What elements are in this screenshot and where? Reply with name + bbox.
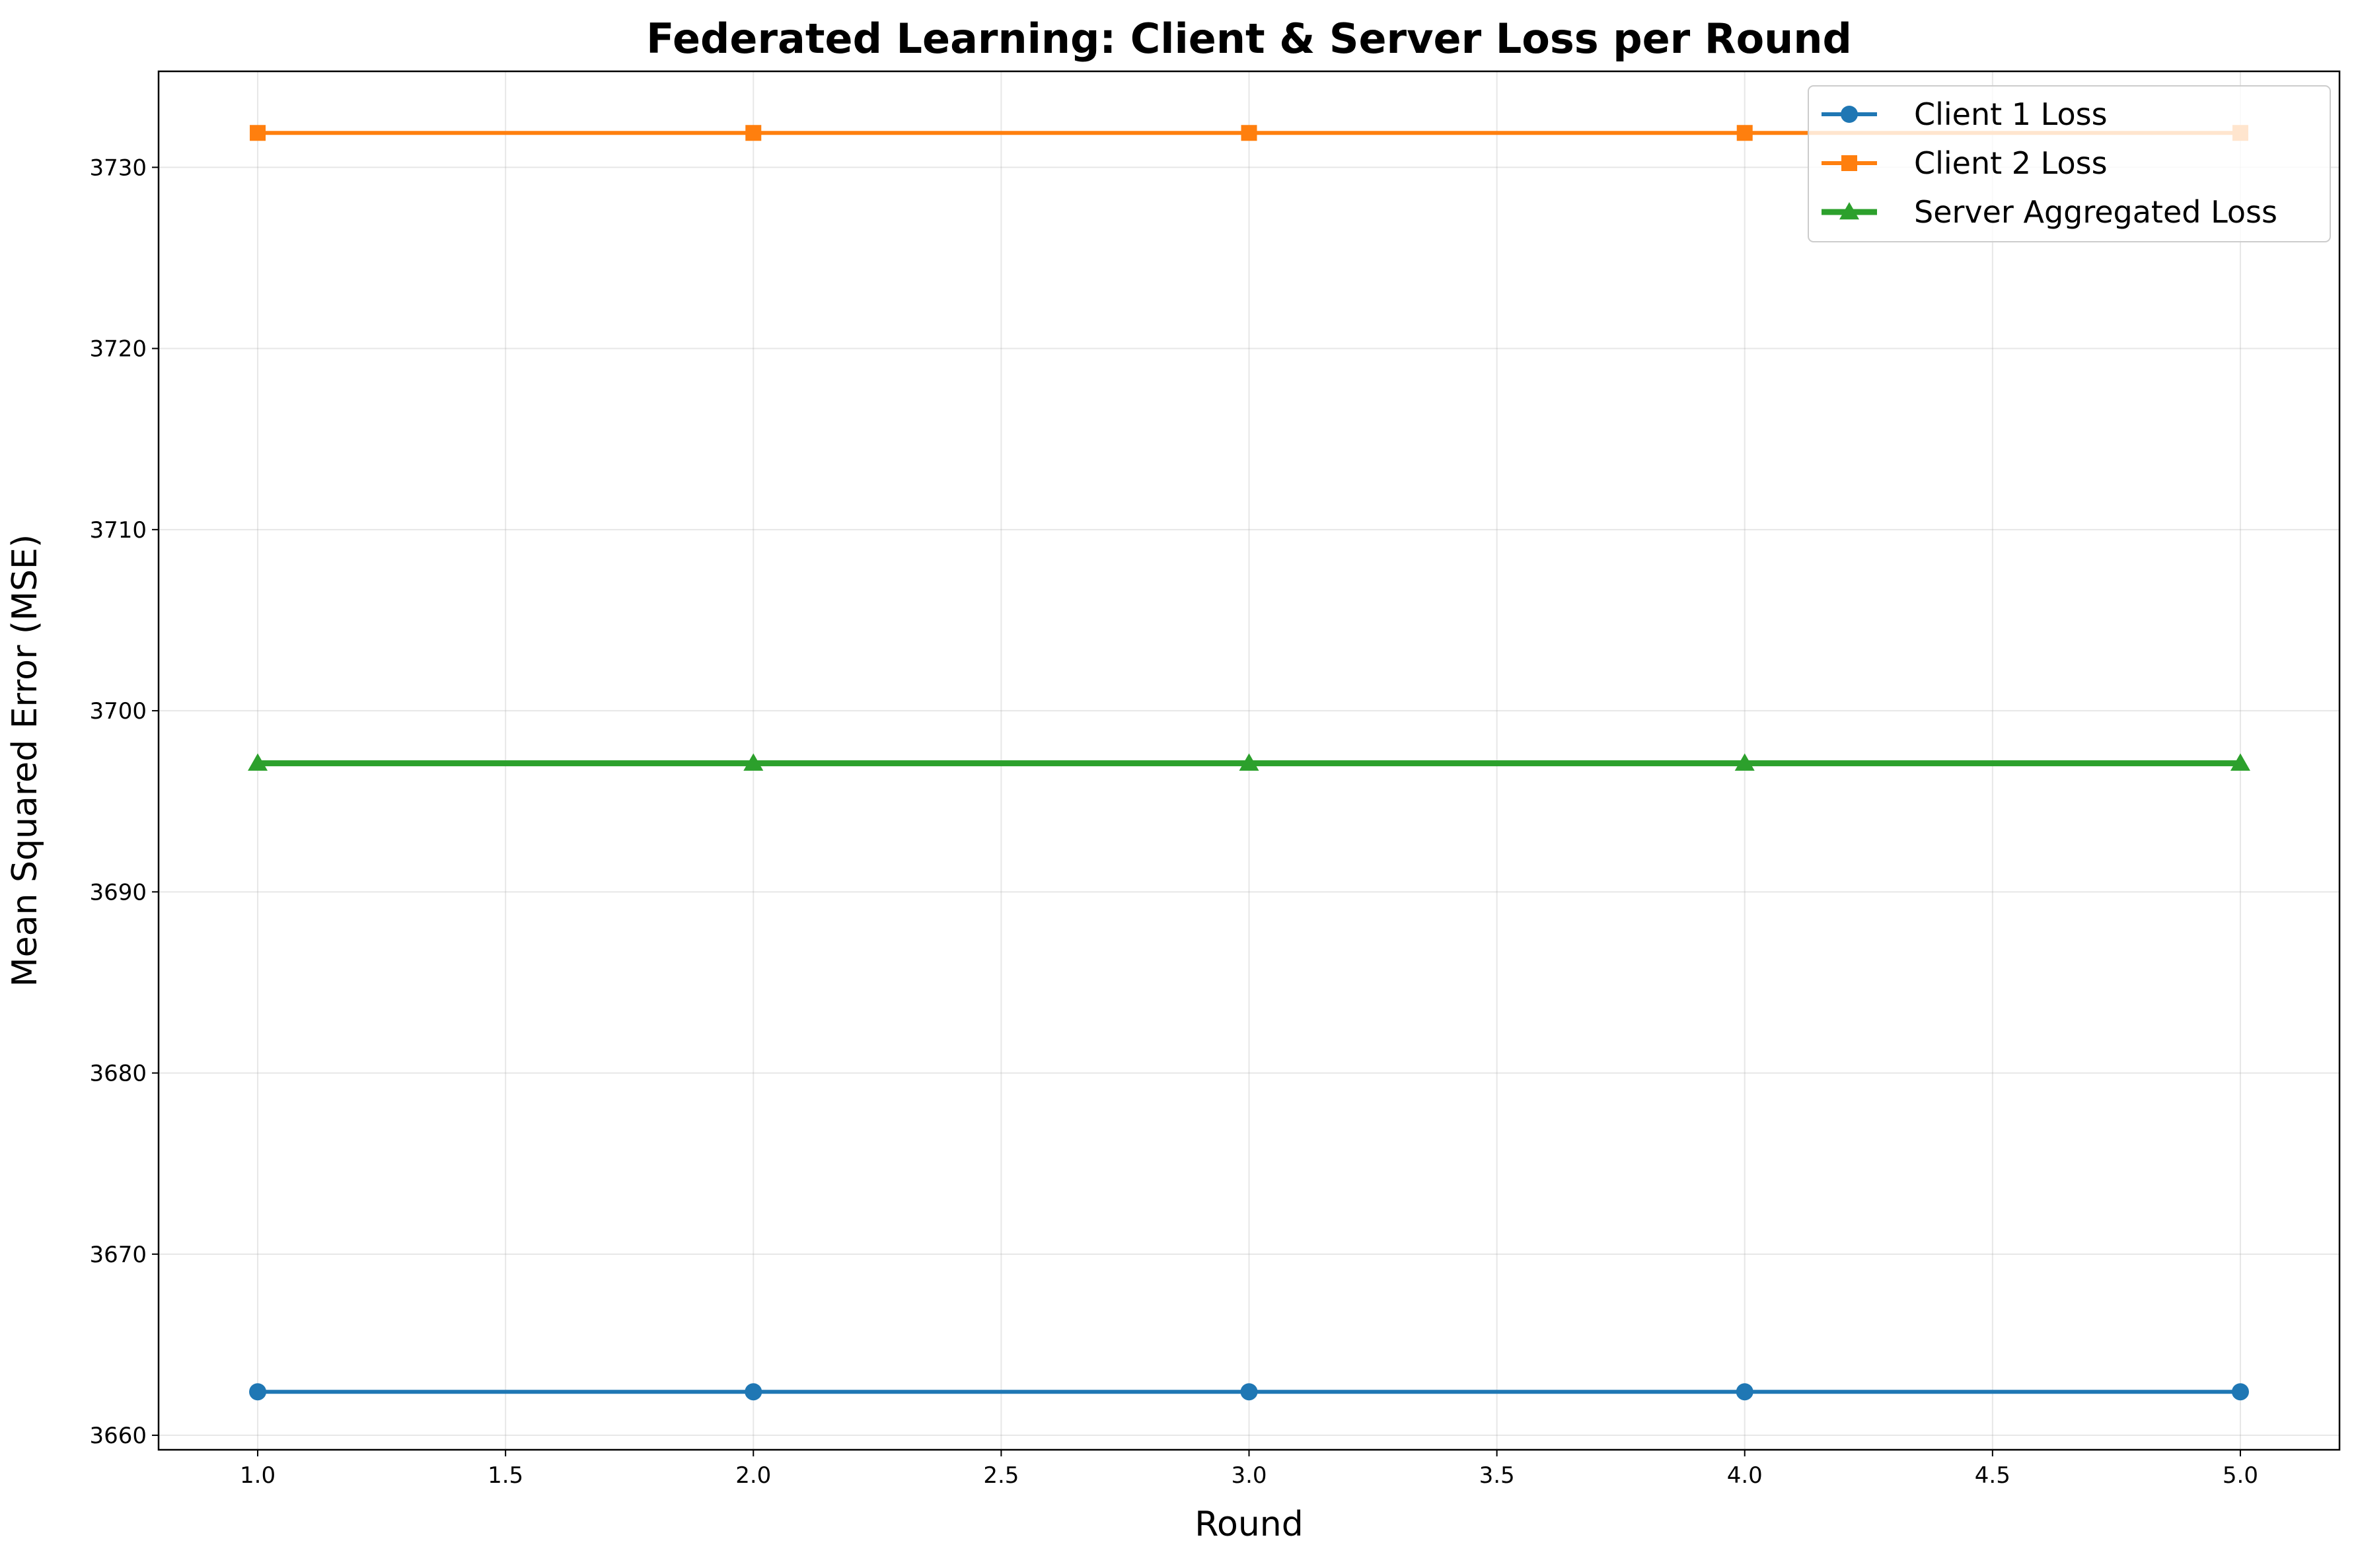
y-tick-label: 3730: [89, 155, 147, 181]
legend-label: Client 2 Loss: [1914, 145, 2108, 181]
legend-box: [1808, 85, 2331, 242]
y-axis-label: Mean Squared Error (MSE): [5, 534, 45, 987]
legend-marker: [1839, 202, 1859, 220]
data-point: [250, 125, 266, 141]
x-tick-label: 1.0: [240, 1462, 276, 1489]
legend-label: Client 1 Loss: [1914, 96, 2108, 132]
legend-item: Client 1 Loss: [1822, 96, 2108, 132]
grid: [159, 71, 2340, 1450]
x-axis-label: Round: [1195, 1505, 1304, 1544]
data-point: [745, 125, 762, 141]
series-1: [249, 1383, 2249, 1401]
legend-marker: [1841, 155, 1857, 171]
data-point: [745, 1383, 762, 1401]
data-point: [1241, 125, 1257, 141]
x-tick-label: 5.0: [2223, 1462, 2258, 1489]
data-point: [1736, 1383, 1753, 1401]
y-tick-label: 3660: [89, 1423, 147, 1449]
data-point: [248, 753, 268, 771]
data-point: [1240, 1383, 1258, 1401]
x-tick-label: 3.5: [1479, 1462, 1515, 1489]
x-tick-label: 1.5: [488, 1462, 523, 1489]
legend: Client 1 Loss Client 2 Loss Server Aggrega…: [1808, 85, 2331, 242]
y-tick-label: 3690: [89, 879, 147, 906]
chart-title: Federated Learning: Client & Server Loss…: [646, 15, 1852, 63]
legend-item: Server Aggregated Loss: [1822, 194, 2277, 230]
y-tick-label: 3670: [89, 1242, 147, 1268]
series-3: [248, 753, 2250, 771]
legend-item: Client 2 Loss: [1822, 145, 2108, 181]
data-point: [2230, 753, 2250, 771]
y-tick-label: 3720: [89, 336, 147, 363]
y-tick-label: 3700: [89, 698, 147, 725]
x-tick-label: 4.0: [1727, 1462, 1763, 1489]
axis-ticks: 1.0 1.5 2.0 2.5 3.0 3.5 4.0 4.5 5.0 3660 3670 3680 3…: [89, 155, 2258, 1489]
data-point: [743, 753, 764, 771]
x-tick-label: 4.5: [1975, 1462, 2010, 1489]
legend-marker: [1841, 106, 1858, 123]
legend-label: Server Aggregated Loss: [1914, 194, 2277, 230]
x-tick-label: 3.0: [1231, 1462, 1267, 1489]
data-point: [1736, 125, 1753, 141]
y-tick-label: 3710: [89, 517, 147, 544]
data-point: [2231, 1383, 2249, 1401]
data-point: [249, 1383, 267, 1401]
data-point: [1239, 753, 1259, 771]
data-point: [1734, 753, 1755, 771]
y-tick-label: 3680: [89, 1061, 147, 1087]
x-tick-label: 2.0: [735, 1462, 771, 1489]
x-tick-label: 2.5: [983, 1462, 1019, 1489]
